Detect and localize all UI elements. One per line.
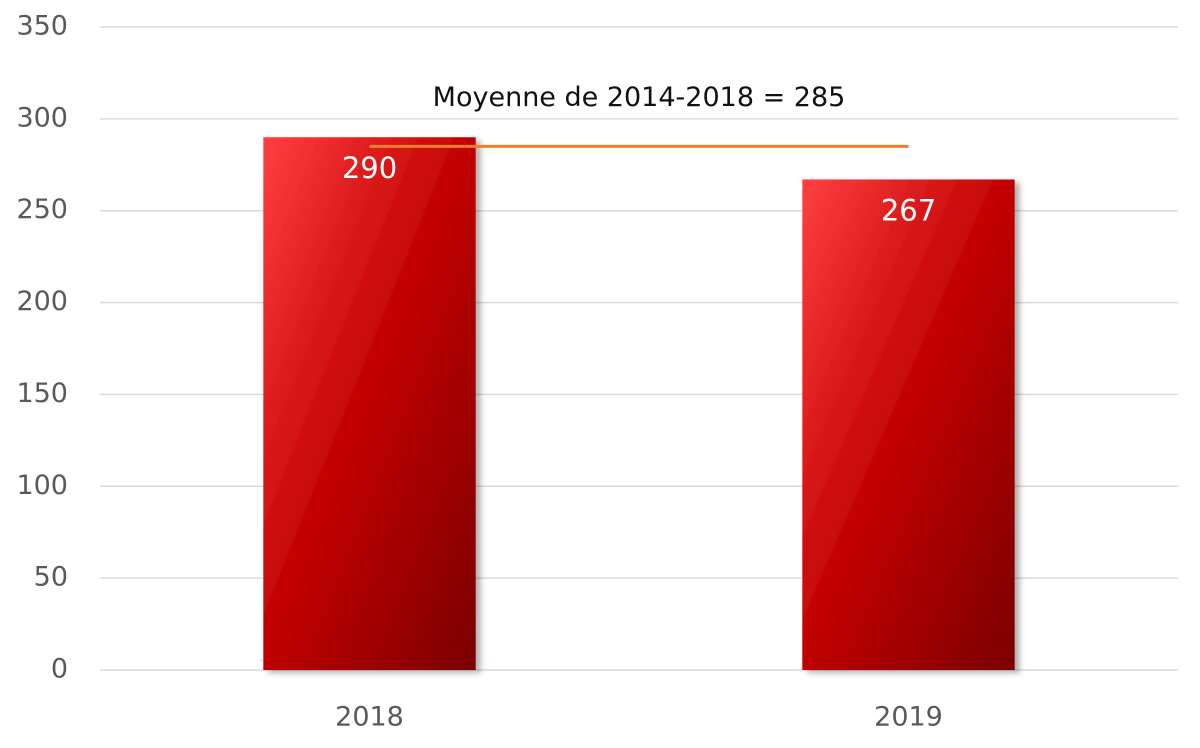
data-label: 267 <box>881 193 936 227</box>
bar <box>263 137 476 670</box>
y-tick-label: 0 <box>51 654 68 685</box>
y-tick-label: 50 <box>34 562 68 593</box>
y-tick-label: 100 <box>16 470 68 501</box>
y-tick-label: 350 <box>16 11 68 42</box>
y-tick-label: 300 <box>16 102 68 133</box>
y-tick-label: 150 <box>16 378 68 409</box>
x-tick-label: 2018 <box>335 702 404 733</box>
data-label: 290 <box>342 151 397 185</box>
y-tick-label: 250 <box>16 194 68 225</box>
y-tick-label: 200 <box>16 286 68 317</box>
bar <box>802 179 1015 671</box>
annotation: Moyenne de 2014-2018 = 285 <box>433 82 846 113</box>
x-tick-label: 2019 <box>874 702 943 733</box>
